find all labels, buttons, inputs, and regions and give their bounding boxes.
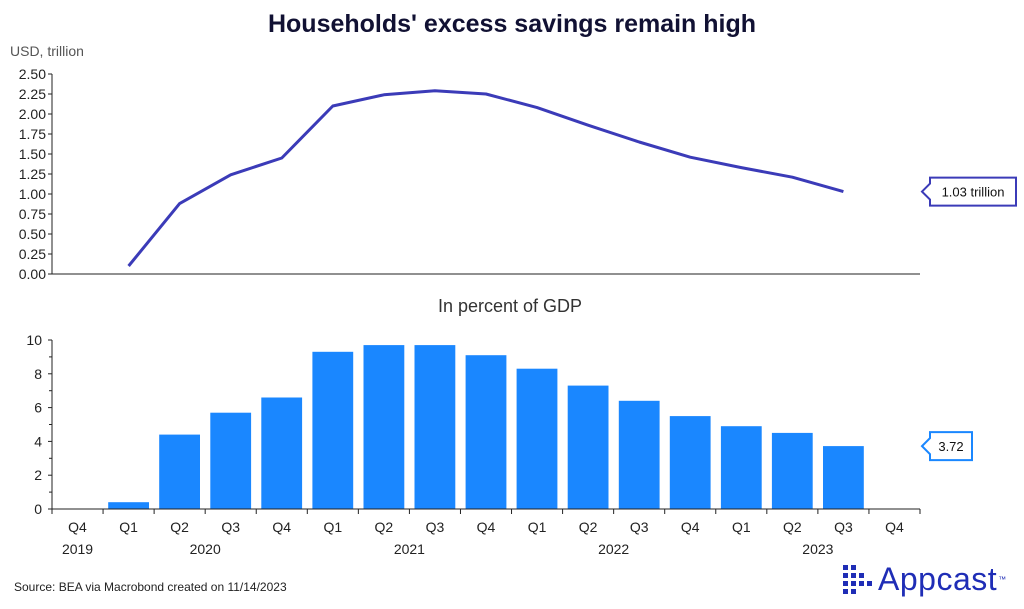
x-quarter-label: Q3 bbox=[834, 519, 853, 535]
bar-y-tick-label: 2 bbox=[34, 467, 42, 483]
gdp-bar bbox=[363, 345, 405, 509]
x-quarter-label: Q3 bbox=[426, 519, 445, 535]
x-quarter-label: Q1 bbox=[119, 519, 138, 535]
x-axis: Q4 Q1 Q2 Q3 Q4 Q1 Q2 Q3 Q4 Q1 Q2 Q3 Q4 Q1 Q2 Q3 Q4 2019 20… bbox=[51, 508, 921, 557]
bar-y-tick-label: 4 bbox=[34, 433, 42, 449]
x-year-label: 2023 bbox=[802, 541, 833, 557]
appcast-logo: Appcast ™ bbox=[842, 560, 1006, 598]
line-y-tick-label: 1.25 bbox=[19, 166, 46, 182]
bar-end-label-box bbox=[920, 431, 973, 462]
x-quarter-label: Q3 bbox=[630, 519, 649, 535]
line-y-tick-label: 0.00 bbox=[19, 266, 46, 282]
x-year-label: 2020 bbox=[190, 541, 221, 557]
x-year-label: 2019 bbox=[62, 541, 93, 557]
x-quarter-label: Q2 bbox=[579, 519, 598, 535]
gdp-bar bbox=[669, 416, 711, 509]
line-y-axis-label: USD, trillion bbox=[10, 43, 84, 59]
x-quarter-label: Q2 bbox=[170, 519, 189, 535]
line-y-tick-label: 2.50 bbox=[19, 66, 46, 82]
x-year-label: 2021 bbox=[394, 541, 425, 557]
x-quarter-label: Q1 bbox=[528, 519, 547, 535]
line-y-tick-label: 2.25 bbox=[19, 86, 46, 102]
x-quarter-label: Q1 bbox=[323, 519, 342, 535]
gdp-bar bbox=[823, 446, 864, 509]
bar-y-tick-label: 10 bbox=[26, 332, 42, 348]
gdp-bar bbox=[567, 385, 609, 509]
bar-end-label: 3.72 bbox=[938, 439, 963, 454]
x-quarter-label: Q2 bbox=[375, 519, 394, 535]
gdp-bar bbox=[210, 412, 252, 509]
x-quarter-label: Q4 bbox=[477, 519, 496, 535]
gdp-bar bbox=[465, 355, 507, 509]
bar-y-tick-label: 0 bbox=[34, 501, 42, 517]
gdp-bar bbox=[771, 432, 813, 509]
line-y-tick-label: 0.25 bbox=[19, 246, 46, 262]
gdp-bar bbox=[516, 368, 558, 509]
gdp-bar bbox=[261, 397, 303, 509]
x-year-label: 2022 bbox=[598, 541, 629, 557]
line-y-tick-label: 0.75 bbox=[19, 206, 46, 222]
x-quarter-label: Q4 bbox=[68, 519, 87, 535]
gdp-bar bbox=[312, 351, 354, 509]
gdp-bar bbox=[108, 502, 149, 509]
line-end-label: 1.03 trillion bbox=[942, 185, 1005, 200]
appcast-logo-tm: ™ bbox=[998, 574, 1007, 584]
x-quarter-label: Q3 bbox=[221, 519, 240, 535]
source-note: Source: BEA via Macrobond created on 11/… bbox=[14, 580, 287, 594]
appcast-logo-text: Appcast bbox=[878, 560, 998, 597]
line-y-tick-label: 1.00 bbox=[19, 186, 46, 202]
gdp-bar bbox=[414, 345, 456, 509]
appcast-logo-icon bbox=[843, 565, 872, 594]
line-y-tick-label: 1.75 bbox=[19, 126, 46, 142]
bar-panel-title: In percent of GDP bbox=[438, 296, 582, 316]
line-y-tick-label: 0.50 bbox=[19, 226, 46, 242]
line-y-tick-label: 1.50 bbox=[19, 146, 46, 162]
x-quarter-label: Q4 bbox=[272, 519, 291, 535]
line-end-label-box bbox=[920, 176, 1017, 207]
bar-y-tick-label: 8 bbox=[34, 366, 42, 382]
x-quarter-label: Q4 bbox=[681, 519, 700, 535]
gdp-bar bbox=[618, 400, 660, 509]
x-quarter-label: Q1 bbox=[732, 519, 751, 535]
savings-line bbox=[127, 89, 844, 267]
line-y-tick-label: 2.00 bbox=[19, 106, 46, 122]
line-panel: USD, trillion 0.00 0.25 0.50 0.75 1.00 1.25 1.5… bbox=[10, 43, 1017, 282]
bar-y-tick-label: 6 bbox=[34, 400, 42, 416]
x-quarter-label: Q2 bbox=[783, 519, 802, 535]
x-quarter-label: Q4 bbox=[885, 519, 904, 535]
gdp-bar bbox=[720, 426, 762, 509]
gdp-bar bbox=[159, 434, 200, 509]
bar-panel: In percent of GDP 0 2 4 6 8 10 3.72 bbox=[26, 296, 973, 517]
chart-title: Households' excess savings remain high bbox=[267, 10, 757, 38]
